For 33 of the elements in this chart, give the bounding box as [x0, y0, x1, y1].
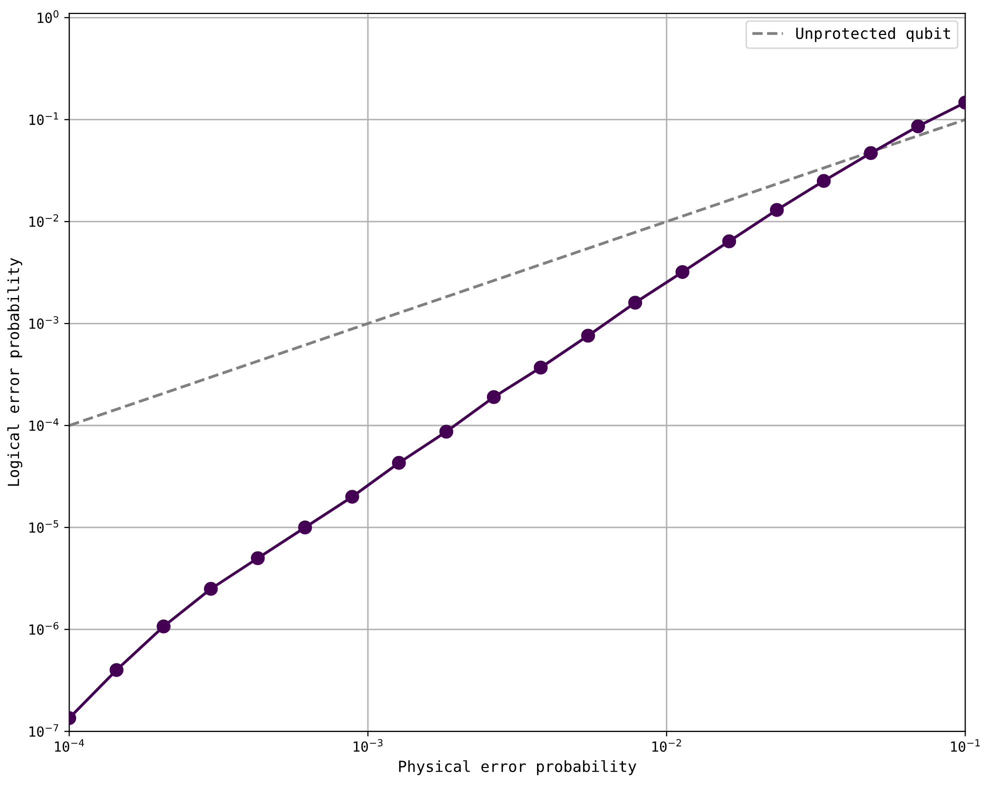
x-axis-title: Physical error probability: [399, 760, 636, 776]
point: [250, 551, 265, 566]
point: [816, 174, 831, 188]
y-tick-label: 10$^{0}$: [38, 10, 58, 24]
y-tick-label: 10$^{−2}$: [30, 214, 58, 227]
point: [534, 360, 548, 375]
legend-label: Unprotected qubit: [796, 27, 950, 42]
x-tick-label: 10$^{−4}$: [55, 739, 84, 752]
point: [581, 328, 596, 343]
y-tick-label: 10$^{−3}$: [30, 316, 58, 329]
point: [439, 424, 454, 439]
point: [628, 296, 642, 310]
point: [110, 663, 124, 677]
y-tick-label: 10$^{−6}$: [30, 622, 58, 635]
y-tick-label: 10$^{−4}$: [30, 418, 58, 431]
x-tick-label: 10$^{−3}$: [354, 739, 382, 752]
y-tick-label: 10$^{−5}$: [30, 520, 58, 533]
point: [770, 203, 784, 217]
point: [392, 456, 406, 470]
y-axis-title: Logical error probability: [7, 258, 22, 486]
y-tick-label: 10$^{−1}$: [30, 112, 58, 126]
point: [345, 490, 360, 504]
point: [156, 619, 171, 634]
x-tick-label: 10$^{−2}$: [652, 739, 681, 752]
point: [486, 390, 501, 404]
point: [204, 582, 218, 596]
point: [864, 146, 878, 160]
y-tick-label: 10$^{−7}$: [30, 724, 58, 737]
point: [911, 119, 926, 134]
point: [298, 520, 312, 534]
point: [675, 265, 690, 279]
x-tick-label: 10$^{−1}$: [951, 739, 980, 752]
point: [722, 234, 736, 248]
